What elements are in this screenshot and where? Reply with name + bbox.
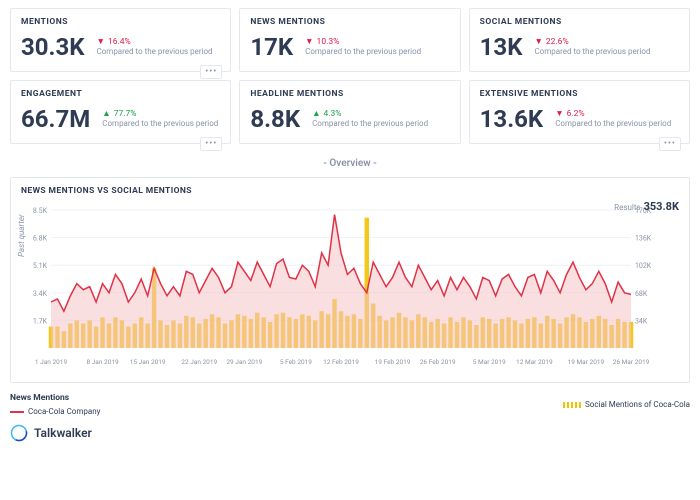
kpi-title: EXTENSIVE MENTIONS [480,89,679,99]
svg-text:5.1K: 5.1K [33,262,48,270]
overview-label: - Overview - [10,158,690,169]
kpi-menu-button[interactable]: ••• [659,137,681,151]
brand: Talkwalker [10,424,690,442]
kpi-card: SOCIAL MENTIONS 13K ▼22.6%Compared to the … [469,8,690,72]
svg-text:136K: 136K [635,235,652,243]
kpi-value: 66.7M [21,105,90,133]
svg-text:19 Feb 2019: 19 Feb 2019 [375,358,411,366]
kpi-delta: ▼16.4%Compared to the previous period [97,37,213,57]
svg-text:19 Mar 2019: 19 Mar 2019 [568,358,605,366]
svg-text:5 Mar 2019: 5 Mar 2019 [473,358,506,366]
trend-up-icon: ▲ [312,109,320,119]
trend-down-icon: ▼ [97,37,105,47]
chart-legend: News Mentions Coca-Cola Company Social M… [10,393,690,416]
kpi-value: 13K [480,33,523,61]
kpi-delta: ▲77.7%Compared to the previous period [102,109,218,129]
svg-text:34K: 34K [635,317,648,325]
kpi-card: ENGAGEMENT 66.7M ▲77.7%Compared to the pre… [10,80,231,144]
kpi-menu-button[interactable]: ••• [200,137,222,151]
kpi-card: MENTIONS 30.3K ▼16.4%Compared to the previ… [10,8,231,72]
svg-text:12 Feb 2019: 12 Feb 2019 [323,358,359,366]
chart-y-left-label: Past quarter [17,214,26,257]
kpi-delta: ▼22.6%Compared to the previous period [534,37,650,57]
kpi-title: SOCIAL MENTIONS [480,17,679,27]
legend-bars-swatch [563,402,581,408]
chart-results: Results353.8K [614,200,679,213]
kpi-title: ENGAGEMENT [21,89,220,99]
legend-header: News Mentions [10,393,100,403]
kpi-value: 8.8K [250,105,300,133]
legend-line-swatch [10,411,24,413]
kpi-menu-button[interactable]: ••• [200,65,222,79]
chart-area: Past quarter Results353.8K 1.7K3.4K5.1K6… [21,202,679,372]
kpi-grid: MENTIONS 30.3K ▼16.4%Compared to the previ… [10,8,690,144]
kpi-title: HEADLINE MENTIONS [250,89,449,99]
kpi-card: HEADLINE MENTIONS 8.8K ▲4.3%Compared to th… [239,80,460,144]
trend-up-icon: ▲ [102,109,110,119]
svg-text:26 Mar 2019: 26 Mar 2019 [613,358,650,366]
svg-text:29 Jan 2019: 29 Jan 2019 [226,358,262,366]
svg-text:8 Jan 2019: 8 Jan 2019 [86,358,119,366]
svg-text:8.5K: 8.5K [33,207,48,215]
legend-bars-item: Social Mentions of Coca-Cola [563,400,690,409]
chart-title: NEWS MENTIONS VS SOCIAL MENTIONS [21,186,679,196]
chart-svg: 1.7K3.4K5.1K6.8K8.5K34K68K102K136K170K1 … [21,202,661,370]
svg-text:5 Feb 2019: 5 Feb 2019 [280,358,312,366]
trend-down-icon: ▼ [555,109,563,119]
svg-text:1.7K: 1.7K [33,317,48,325]
legend-line-item: Coca-Cola Company [10,407,100,416]
kpi-value: 13.6K [480,105,544,133]
svg-text:22 Jan 2019: 22 Jan 2019 [181,358,217,366]
svg-text:3.4K: 3.4K [33,290,48,298]
trend-down-icon: ▼ [305,37,313,47]
trend-down-icon: ▼ [534,37,542,47]
kpi-delta: ▼6.2%Compared to the previous period [555,109,671,129]
svg-text:102K: 102K [635,262,652,270]
svg-text:6.8K: 6.8K [33,235,48,243]
kpi-card: NEWS MENTIONS 17K ▼10.3%Compared to the pr… [239,8,460,72]
kpi-title: NEWS MENTIONS [250,17,449,27]
kpi-value: 30.3K [21,33,85,61]
kpi-title: MENTIONS [21,17,220,27]
kpi-delta: ▲4.3%Compared to the previous period [312,109,428,129]
kpi-value: 17K [250,33,293,61]
svg-text:68K: 68K [635,290,648,298]
kpi-delta: ▼10.3%Compared to the previous period [305,37,421,57]
svg-text:12 Mar 2019: 12 Mar 2019 [516,358,553,366]
svg-text:15 Jan 2019: 15 Jan 2019 [130,358,166,366]
brand-name: Talkwalker [34,426,92,440]
talkwalker-logo-icon [10,424,28,442]
chart-card: NEWS MENTIONS VS SOCIAL MENTIONS Past qu… [10,177,690,383]
svg-text:26 Feb 2019: 26 Feb 2019 [420,358,456,366]
kpi-card: EXTENSIVE MENTIONS 13.6K ▼6.2%Compared to … [469,80,690,144]
svg-text:1 Jan 2019: 1 Jan 2019 [35,358,68,366]
